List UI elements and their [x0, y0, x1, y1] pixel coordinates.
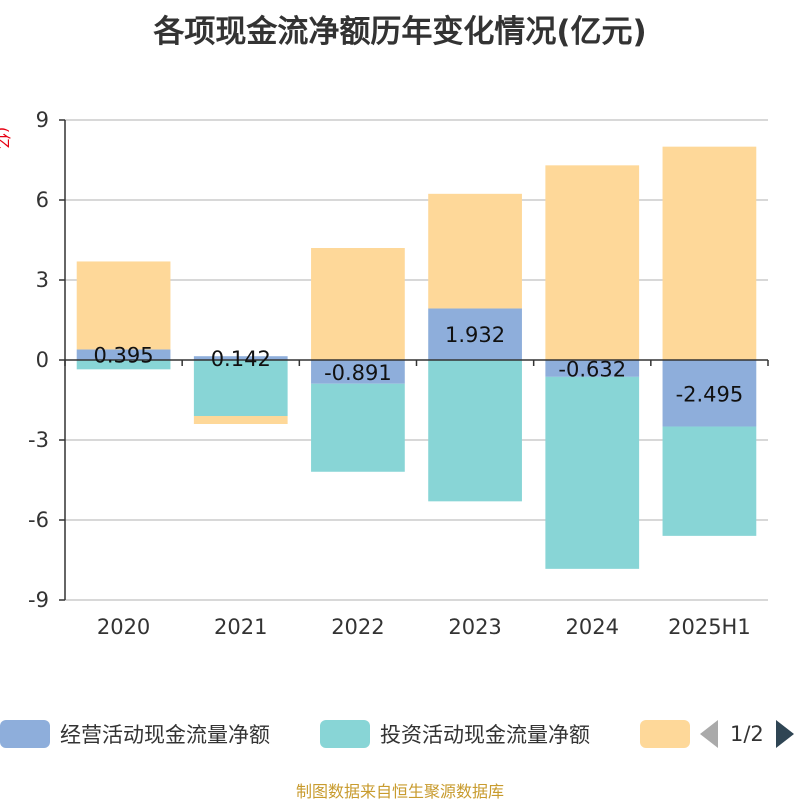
bars — [76, 146, 757, 569]
y-tick-label: 9 — [36, 108, 49, 132]
axes: 9 6 3 0 -3 -6 -9 2020 2021 2022 2023 2024 2025H1 — [28, 108, 769, 639]
y-tick-label: 6 — [36, 188, 49, 212]
y-tick-label: 0 — [36, 348, 49, 372]
bar-segment-investing[interactable] — [76, 360, 171, 370]
bar-segment-investing[interactable] — [662, 426, 757, 536]
bar-segment-operating[interactable] — [193, 356, 288, 360]
bar-segment-operating[interactable] — [76, 349, 171, 360]
data-label-operating: -0.891 — [324, 361, 392, 385]
legend-label-operating: 经营活动现金流量净额 — [60, 723, 270, 747]
x-tick-label: 2025H1 — [668, 615, 751, 639]
bar-segment-investing[interactable] — [311, 383, 405, 472]
x-tick-label: 2020 — [97, 615, 150, 639]
grid-lines — [65, 119, 768, 601]
pager-prev-icon[interactable] — [700, 720, 718, 748]
pager-page-number: 1/2 — [730, 722, 764, 746]
y-tick-label: -3 — [28, 428, 49, 452]
bar-segment-financing[interactable] — [193, 416, 288, 424]
bar-segment-financing[interactable] — [428, 193, 522, 309]
data-source-note: 制图数据来自恒生聚源数据库 — [295, 782, 504, 801]
pager-next-icon[interactable] — [775, 720, 794, 748]
bar-segment-operating[interactable] — [662, 360, 757, 427]
chart-title: 各项现金流净额历年变化情况(亿元) — [153, 14, 647, 50]
bar-segment-operating[interactable] — [545, 360, 640, 377]
data-label-operating: 0.142 — [211, 347, 271, 371]
y-tick-label: -6 — [28, 508, 49, 532]
data-label-operating: 1.932 — [445, 323, 505, 347]
y-tick-label: -9 — [28, 588, 49, 612]
legend-swatch-investing — [320, 720, 370, 748]
bar-segment-investing[interactable] — [428, 360, 522, 502]
bar-segment-operating[interactable] — [311, 360, 405, 384]
bar-segment-investing[interactable] — [193, 360, 288, 416]
bar-segment-financing[interactable] — [76, 261, 171, 350]
data-label-operating: 0.395 — [94, 344, 154, 368]
legend: 经营活动现金流量净额 投资活动现金流量净额 1/2 — [0, 716, 800, 752]
bar-segment-financing[interactable] — [662, 146, 757, 360]
legend-item-investing[interactable]: 投资活动现金流量净额 — [320, 716, 590, 752]
bar-segment-financing[interactable] — [311, 248, 405, 360]
data-label-operating: -2.495 — [676, 382, 744, 406]
x-tick-label: 2023 — [448, 615, 501, 639]
legend-pager: 1/2 — [700, 716, 794, 752]
legend-item-financing[interactable] — [640, 716, 700, 752]
legend-label-investing: 投资活动现金流量净额 — [380, 723, 590, 747]
data-label-operating: -0.632 — [558, 357, 626, 381]
bar-segment-investing[interactable] — [545, 376, 640, 569]
bar-segment-financing[interactable] — [545, 165, 640, 360]
x-tick-label: 2024 — [566, 615, 619, 639]
legend-item-operating[interactable]: 经营活动现金流量净额 — [0, 716, 270, 752]
x-tick-label: 2021 — [214, 615, 267, 639]
legend-swatch-operating — [0, 720, 50, 748]
legend-swatch-financing — [640, 720, 690, 748]
y-tick-label: 3 — [36, 268, 49, 292]
x-tick-label: 2022 — [331, 615, 384, 639]
data-labels: 0.395 0.142 -0.891 1.932 -0.632 -2.495 — [94, 323, 744, 406]
stacked-bar-chart: 9 6 3 0 -3 -6 -9 2020 2021 2022 2023 2024 2025H1 0.3… — [28, 108, 769, 639]
bar-segment-operating[interactable] — [428, 308, 522, 360]
